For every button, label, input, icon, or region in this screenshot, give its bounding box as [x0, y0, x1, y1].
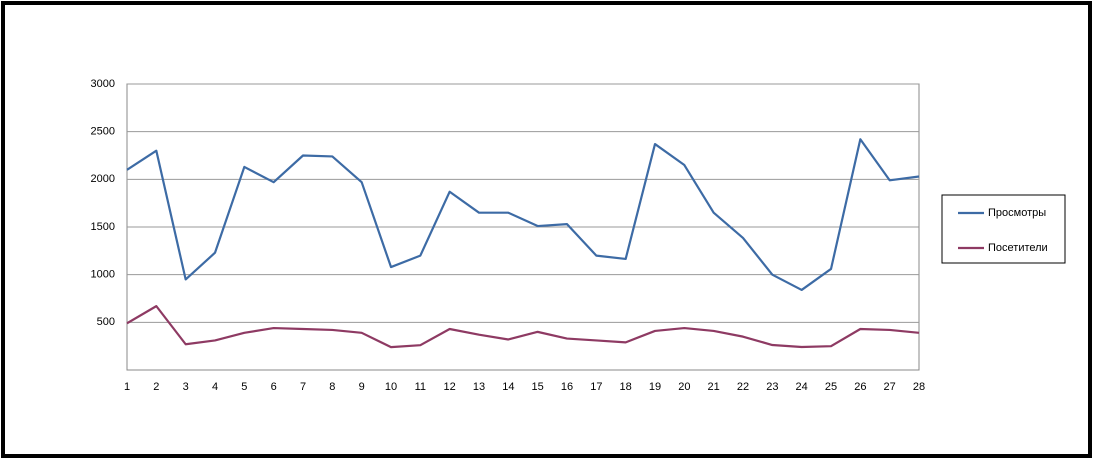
x-tick-label: 20	[678, 381, 690, 393]
x-tick-label: 17	[590, 381, 602, 393]
legend-label: Посетители	[988, 242, 1048, 254]
x-tick-label: 9	[359, 381, 365, 393]
y-tick-label: 2500	[91, 126, 115, 138]
legend-label: Просмотры	[988, 207, 1046, 219]
y-tick-label: 3000	[91, 78, 115, 90]
x-tick-label: 26	[854, 381, 866, 393]
series-line	[126, 305, 920, 349]
x-tick-label: 22	[737, 381, 749, 393]
x-tick-label: 12	[444, 381, 456, 393]
x-tick-label: 4	[212, 381, 218, 393]
x-tick-label: 1	[124, 381, 130, 393]
x-tick-label: 24	[796, 381, 808, 393]
series-line	[126, 138, 920, 292]
x-tick-label: 23	[766, 381, 778, 393]
y-tick-label: 1500	[91, 221, 115, 233]
x-tick-label: 10	[385, 381, 397, 393]
y-tick-label: 1000	[91, 269, 115, 281]
x-tick-label: 13	[473, 381, 485, 393]
x-tick-label: 18	[620, 381, 632, 393]
legend-box	[941, 194, 1066, 264]
y-tick-label: 2000	[91, 173, 115, 185]
x-tick-label: 21	[708, 381, 720, 393]
x-tick-label: 25	[825, 381, 837, 393]
x-tick-label: 27	[884, 381, 896, 393]
x-tick-label: 6	[271, 381, 277, 393]
x-tick-label: 7	[300, 381, 306, 393]
x-tick-label: 11	[415, 381, 426, 393]
x-tick-label: 28	[913, 381, 925, 393]
x-tick-label: 3	[183, 381, 189, 393]
x-tick-label: 2	[153, 381, 159, 393]
x-tick-label: 16	[561, 381, 573, 393]
x-tick-label: 15	[532, 381, 544, 393]
x-tick-label: 14	[502, 381, 514, 393]
y-tick-label: 500	[97, 316, 115, 328]
x-tick-label: 19	[649, 381, 661, 393]
x-tick-label: 5	[241, 381, 247, 393]
x-tick-label: 8	[329, 381, 335, 393]
